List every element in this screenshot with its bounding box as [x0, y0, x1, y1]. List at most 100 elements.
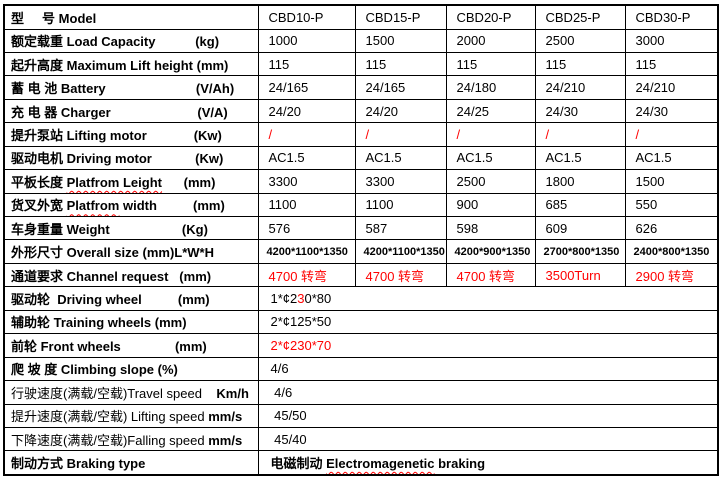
spec-value: 115 — [257, 51, 356, 77]
row-label-main: 下降速度(满载/空载)Falling speed — [11, 432, 209, 448]
spec-value: 1500 — [354, 28, 447, 53]
row-battery: 蓄 电 池 Battery (V/Ah) 24/165 24/165 24/18… — [3, 75, 719, 100]
spec-value: 24/20 — [354, 98, 447, 124]
row-label-unit: mm/s — [208, 432, 243, 448]
spec-value: 4200*900*1350 — [445, 239, 536, 264]
row-label-unit: width (mm) — [119, 198, 225, 214]
spec-value: 1100 — [257, 192, 356, 218]
spec-value-merged: 电磁制动 Electromagenetic braking — [257, 450, 719, 476]
spec-value: 685 — [534, 192, 626, 218]
spec-value: 24/20 — [257, 98, 356, 124]
spec-value: 1800 — [534, 169, 626, 194]
row-label: 外形尺寸 Overall size (mm)L*W*H — [3, 239, 259, 264]
row-label-main: 提升速度(满载/空载) Lifting speed — [11, 409, 209, 425]
row-label-main: 行驶速度(满载/空载)Travel speed — [11, 385, 217, 401]
row-channel-request: 通道要求 Channel request (mm) 4700 转弯 4700 转… — [3, 262, 719, 288]
spec-value: 2500 — [534, 28, 626, 53]
row-label: 驱动电机 Driving motor (Kw) — [3, 145, 259, 171]
spec-value: 4700 转弯 — [354, 262, 447, 288]
row-falling-speed: 下降速度(满载/空载)Falling speed mm/s 45/40 — [3, 426, 719, 452]
model-name: CBD25-P — [534, 4, 626, 30]
value-part: 1*¢2 — [270, 291, 298, 307]
row-label: 爬 坡 度 Climbing slope (%) — [3, 356, 259, 382]
row-load-capacity: 额定载重 Load Capacity (kg) 1000 1500 2000 2… — [3, 28, 719, 53]
spec-value: / — [445, 122, 536, 147]
spec-value-merged: 4/6 — [257, 380, 719, 405]
model-name: CBD20-P — [445, 4, 536, 30]
value-part-red: 3 — [297, 291, 305, 307]
spec-value-merged: 2*¢230*70 — [257, 333, 719, 358]
row-label: 行驶速度(满载/空载)Travel speed Km/h — [3, 380, 259, 405]
row-climbing-slope: 爬 坡 度 Climbing slope (%) 4/6 — [3, 356, 719, 382]
row-label: 额定载重 Load Capacity (kg) — [3, 28, 259, 53]
row-label-misspelled: Platfrom Leight — [66, 174, 162, 190]
spec-value: 550 — [624, 192, 719, 218]
spec-value: 4200*1100*1350 — [354, 239, 447, 264]
spec-value: 626 — [624, 216, 719, 241]
spec-value: 576 — [257, 216, 356, 241]
spec-value: 2500 — [445, 169, 536, 194]
row-label: 制动方式 Braking type — [3, 450, 259, 476]
row-platform-length: 平板长度 Platfrom Leight (mm) 3300 3300 2500… — [3, 169, 719, 194]
row-lift-height: 起升高度 Maximum Lift height (mm) 115 115 11… — [3, 51, 719, 77]
spec-value-merged: 1*¢230*80 — [257, 286, 719, 311]
value-part: 0*80 — [304, 291, 332, 307]
row-training-wheels: 辅助轮 Training wheels (mm) 2*¢125*50 — [3, 309, 719, 335]
row-platform-width: 货叉外宽 Platfrom width (mm) 1100 1100 900 6… — [3, 192, 719, 218]
row-label-model: 型 号 Model — [3, 4, 259, 30]
model-name: CBD30-P — [624, 4, 719, 30]
spec-value: 24/210 — [624, 75, 719, 100]
row-front-wheels: 前轮 Front wheels (mm) 2*¢230*70 — [3, 333, 719, 358]
spec-value: / — [257, 122, 356, 147]
row-braking-type: 制动方式 Braking type 电磁制动 Electromagenetic … — [3, 450, 719, 476]
spec-value: 1100 — [354, 192, 447, 218]
row-label-zh: 平板长度 — [11, 174, 67, 190]
spec-value: 3500Turn — [534, 262, 626, 288]
spec-value: 24/25 — [445, 98, 536, 124]
row-label-misspelled: Platfrom — [66, 198, 120, 214]
spec-value: 900 — [445, 192, 536, 218]
spec-value: AC1.5 — [354, 145, 447, 171]
spec-value: 115 — [534, 51, 626, 77]
spec-value: 3300 — [257, 169, 356, 194]
spec-value: 24/165 — [354, 75, 447, 100]
row-label: 下降速度(满载/空载)Falling speed mm/s — [3, 426, 259, 452]
spec-value: 4700 转弯 — [445, 262, 536, 288]
row-travel-speed: 行驶速度(满载/空载)Travel speed Km/h 4/6 — [3, 380, 719, 405]
spec-value-merged: 45/40 — [257, 426, 719, 452]
spec-value: 24/30 — [534, 98, 626, 124]
model-name: CBD15-P — [354, 4, 447, 30]
spec-value: / — [534, 122, 626, 147]
row-label: 前轮 Front wheels (mm) — [3, 333, 259, 358]
row-label: 提升速度(满载/空载) Lifting speed mm/s — [3, 403, 259, 428]
row-label: 起升高度 Maximum Lift height (mm) — [3, 51, 259, 77]
spec-value: AC1.5 — [445, 145, 536, 171]
spec-value: 1000 — [257, 28, 356, 53]
spec-value: 2000 — [445, 28, 536, 53]
row-overall-size: 外形尺寸 Overall size (mm)L*W*H 4200*1100*13… — [3, 239, 719, 264]
spec-value: AC1.5 — [257, 145, 356, 171]
value-part-zh: 电磁制动 — [270, 456, 327, 472]
row-label: 通道要求 Channel request (mm) — [3, 262, 259, 288]
model-name: CBD10-P — [257, 4, 356, 30]
spec-value-merged: 2*¢125*50 — [257, 309, 719, 335]
spec-value: 115 — [354, 51, 447, 77]
row-label: 平板长度 Platfrom Leight (mm) — [3, 169, 259, 194]
row-label-unit: Km/h — [216, 385, 249, 401]
spec-value: 609 — [534, 216, 626, 241]
spec-value: AC1.5 — [534, 145, 626, 171]
spec-value-merged: 45/50 — [257, 403, 719, 428]
spec-value: 115 — [445, 51, 536, 77]
spec-value: 24/210 — [534, 75, 626, 100]
spec-value: 24/165 — [257, 75, 356, 100]
spec-value: 2700*800*1350 — [534, 239, 626, 264]
spec-value: 24/30 — [624, 98, 719, 124]
spec-value: 115 — [624, 51, 719, 77]
spec-value: 3300 — [354, 169, 447, 194]
spec-value: 4200*1100*1350 — [257, 239, 356, 264]
row-driving-wheel: 驱动轮 Driving wheel (mm) 1*¢230*80 — [3, 286, 719, 311]
row-label: 充 电 器 Charger (V/A) — [3, 98, 259, 124]
spec-table: 型 号 Model CBD10-P CBD15-P CBD20-P CBD25-… — [3, 4, 719, 476]
row-label-zh: 货叉外宽 — [11, 198, 67, 214]
spec-value: 2400*800*1350 — [624, 239, 719, 264]
